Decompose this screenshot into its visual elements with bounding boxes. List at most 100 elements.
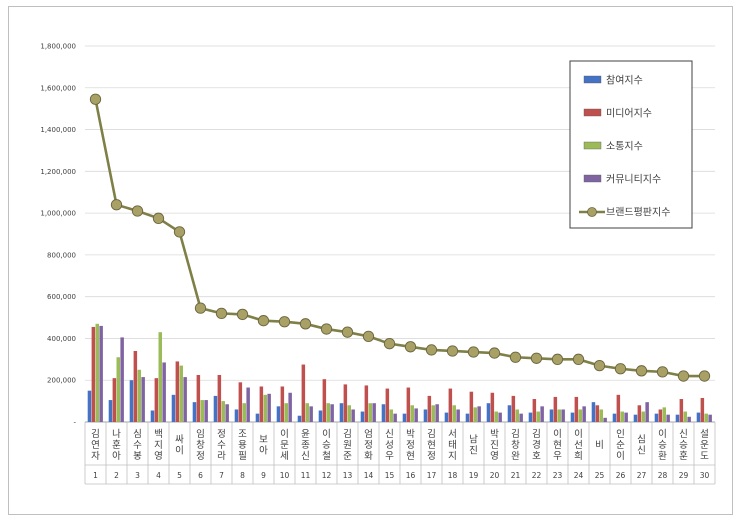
bar-3-8 (242, 403, 246, 422)
bar-1-20 (486, 403, 491, 422)
bar-3-11 (305, 403, 309, 422)
bar-4-26 (624, 412, 628, 422)
line-point-25 (593, 359, 606, 372)
bar-4-7 (225, 404, 229, 422)
line-point-10 (278, 316, 291, 328)
x-category-number: 3 (135, 471, 140, 480)
line-point-24 (572, 353, 585, 365)
bar-3-10 (284, 403, 288, 422)
x-category-number: 5 (177, 471, 182, 480)
bar-2-27 (637, 405, 642, 422)
bar-2-7 (217, 375, 222, 422)
line-point-3 (131, 205, 144, 217)
x-category-number: 20 (490, 471, 500, 480)
bar-4-25 (603, 417, 607, 422)
bar-1-29 (675, 414, 680, 422)
bar-1-12 (318, 410, 323, 422)
bar-3-29 (683, 411, 687, 422)
bar-3-16 (410, 405, 414, 422)
x-category-number: 14 (364, 471, 374, 480)
line-point-11 (299, 318, 312, 330)
bar-4-8 (246, 387, 250, 422)
line-point-6 (194, 302, 207, 314)
bar-3-14 (368, 403, 372, 422)
bar-2-26 (616, 394, 621, 422)
bar-1-1 (87, 390, 92, 422)
line-point-26 (614, 363, 627, 375)
line-point-29 (677, 370, 690, 382)
bar-3-1 (95, 323, 99, 422)
x-category-number: 19 (469, 471, 479, 480)
bar-1-10 (276, 406, 281, 422)
y-tick-label: 800,000 (47, 251, 76, 259)
bar-1-3 (129, 380, 134, 422)
bar-4-9 (267, 393, 271, 422)
bar-1-18 (444, 412, 449, 422)
y-tick-label: 400,000 (47, 335, 76, 343)
bar-1-27 (633, 414, 638, 422)
line-point-7 (215, 307, 228, 320)
line-point-12 (320, 323, 333, 335)
y-tick-label: 1,600,000 (40, 84, 76, 92)
bar-2-14 (364, 385, 369, 422)
bar-1-2 (108, 400, 113, 422)
bar-4-27 (645, 402, 649, 422)
x-category-number: 29 (679, 471, 689, 480)
legend-swatch (583, 75, 602, 84)
x-category-number: 10 (280, 471, 290, 480)
bar-2-16 (406, 387, 411, 422)
line-point-16 (404, 341, 417, 353)
bar-3-19 (473, 407, 477, 422)
bar-2-21 (511, 395, 516, 422)
bar-1-9 (255, 413, 260, 422)
x-category-number: 17 (427, 471, 437, 480)
bar-2-8 (238, 382, 243, 422)
x-category-number: 25 (595, 471, 605, 480)
line-point-22 (530, 352, 543, 364)
bar-2-10 (280, 386, 285, 422)
bar-4-6 (204, 400, 208, 422)
legend-swatch (583, 174, 602, 183)
bar-1-21 (507, 405, 512, 422)
x-category-number: 7 (219, 471, 224, 480)
x-category-number: 11 (301, 471, 311, 480)
line-point-9 (257, 315, 270, 327)
bar-2-13 (343, 384, 348, 422)
bar-4-15 (393, 413, 397, 422)
line-point-20 (488, 347, 501, 359)
line-point-21 (509, 351, 522, 363)
bar-3-4 (158, 332, 162, 422)
x-category-number: 26 (616, 471, 626, 480)
line-point-8 (236, 308, 249, 321)
x-category-number: 27 (637, 471, 647, 480)
legend-entry: 브랜드평판지수 (606, 207, 670, 219)
bar-4-1 (99, 325, 103, 422)
legend-entry: 참여지수 (606, 75, 643, 87)
bar-4-12 (330, 404, 334, 422)
bar-1-24 (570, 412, 575, 422)
bar-3-20 (494, 411, 498, 422)
bar-3-30 (704, 413, 708, 422)
bar-3-25 (599, 409, 603, 422)
line-point-4 (152, 212, 165, 224)
x-category-number: 12 (322, 471, 332, 480)
bar-2-25 (595, 405, 600, 422)
x-category-number: 18 (448, 471, 458, 480)
bar-3-27 (641, 411, 645, 422)
bar-3-12 (326, 403, 330, 422)
bar-2-24 (574, 396, 579, 422)
